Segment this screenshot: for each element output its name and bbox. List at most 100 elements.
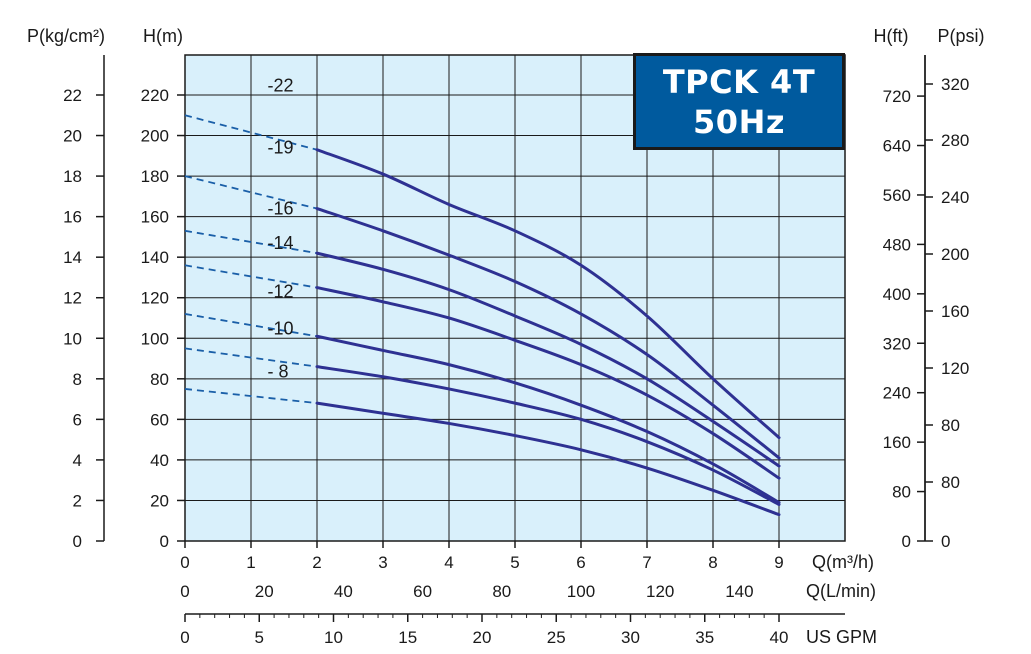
ytick-label-hft: 560 (883, 186, 911, 205)
curve-solid (315, 207, 781, 460)
ytick-label-psi: 160 (941, 302, 969, 321)
ytick-label-h: 160 (141, 208, 169, 227)
xtick-label-lmin: 100 (567, 582, 595, 601)
ytick-label-psi: 0 (941, 532, 950, 551)
curves: -22 -19 -16 -14 -12 -10 - 8 (184, 76, 781, 517)
xtick-label-q: 1 (246, 553, 255, 572)
model-name: TPCK 4T (662, 62, 816, 101)
curve-solid (315, 286, 781, 480)
xlabel-lmin: Q(L/min) (806, 581, 876, 601)
curve-label: -12 (268, 282, 294, 302)
ytick-label-hft: 640 (883, 137, 911, 156)
xtick-label-gpm: 10 (324, 628, 343, 647)
ytick-label-p: 20 (63, 127, 82, 146)
curve-dashed-extension (184, 264, 318, 289)
curve-dashed-extension (184, 114, 318, 151)
ytick-label-p: 4 (73, 451, 82, 470)
xtick-label-q: 2 (312, 553, 321, 572)
ytick-label-psi: 200 (941, 245, 969, 264)
ylabel-h: H(m) (143, 26, 183, 46)
xtick-label-q: 0 (180, 553, 189, 572)
xtick-label-gpm: 15 (398, 628, 417, 647)
ytick-label-h: 0 (160, 532, 169, 551)
ytick-label-h: 40 (150, 451, 169, 470)
ytick-label-hft: 720 (883, 87, 911, 106)
xtick-label-gpm: 40 (770, 628, 789, 647)
axes (96, 55, 933, 622)
curve-dashed-extension (184, 229, 318, 255)
curve-solid (315, 251, 781, 468)
frequency-label: 50Hz (693, 102, 785, 141)
curve-dashed-extension (184, 347, 318, 368)
ytick-label-p: 2 (73, 491, 82, 510)
xtick-label-lmin: 60 (413, 582, 432, 601)
ylabel-p: P(kg/cm²) (27, 26, 105, 46)
curve-label: -19 (268, 138, 294, 158)
ytick-label-p: 8 (73, 370, 82, 389)
ytick-label-h: 60 (150, 410, 169, 429)
xtick-label-gpm: 30 (621, 628, 640, 647)
ytick-label-psi: 120 (941, 359, 969, 378)
ytick-label-p: 6 (73, 410, 82, 429)
curve-label: - 8 (268, 361, 289, 381)
ytick-label-hft: 0 (902, 532, 911, 551)
ytick-label-hft: 400 (883, 285, 911, 304)
ytick-label-p: 12 (63, 289, 82, 308)
ytick-label-psi: 80 (941, 473, 960, 492)
ytick-label-h: 140 (141, 248, 169, 267)
curve-dashed-extension (184, 388, 318, 405)
ytick-label-h: 80 (150, 370, 169, 389)
xtick-label-gpm: 35 (695, 628, 714, 647)
xtick-label-lmin: 120 (646, 582, 674, 601)
curve-solid (315, 334, 781, 504)
curve-label: -22 (268, 76, 294, 96)
xtick-label-lmin: 80 (492, 582, 511, 601)
ylabel-psi: P(psi) (937, 26, 984, 46)
ytick-label-psi: 280 (941, 131, 969, 150)
ylabel-hft: H(ft) (874, 26, 909, 46)
ytick-label-psi: 80 (941, 416, 960, 435)
xtick-label-gpm: 25 (547, 628, 566, 647)
ytick-label-p: 22 (63, 86, 82, 105)
curve-solid (315, 148, 781, 440)
xtick-label-lmin: 140 (725, 582, 753, 601)
xtick-label-q: 5 (510, 553, 519, 572)
ytick-label-hft: 320 (883, 334, 911, 353)
ytick-label-h: 100 (141, 329, 169, 348)
tick-labels: 020406080100120140160180200220H(m)024681… (27, 26, 985, 647)
xlabel-q: Q(m³/h) (812, 552, 874, 572)
ytick-label-psi: 320 (941, 75, 969, 94)
ytick-label-h: 200 (141, 127, 169, 146)
xtick-label-gpm: 20 (473, 628, 492, 647)
xlabel-gpm: US GPM (806, 627, 877, 647)
curve-solid (315, 401, 781, 517)
ytick-label-p: 10 (63, 329, 82, 348)
ytick-label-hft: 480 (883, 235, 911, 254)
curve-label: -10 (268, 318, 294, 338)
curve-label: -16 (268, 198, 294, 218)
ytick-label-h: 120 (141, 289, 169, 308)
ytick-label-h: 180 (141, 167, 169, 186)
ytick-label-p: 0 (73, 532, 82, 551)
ytick-label-p: 18 (63, 167, 82, 186)
xtick-label-gpm: 0 (180, 628, 189, 647)
ytick-label-hft: 80 (892, 483, 911, 502)
model-title-badge: TPCK 4T 50Hz (633, 53, 845, 150)
curve-dashed-extension (184, 175, 318, 210)
xtick-label-q: 9 (774, 553, 783, 572)
curve-dashed-extension (184, 313, 318, 338)
ytick-label-hft: 240 (883, 384, 911, 403)
ytick-label-h: 220 (141, 86, 169, 105)
ytick-label-h: 20 (150, 491, 169, 510)
xtick-label-q: 4 (444, 553, 453, 572)
xtick-label-lmin: 0 (180, 582, 189, 601)
xtick-label-lmin: 20 (255, 582, 274, 601)
ytick-label-psi: 240 (941, 188, 969, 207)
xtick-label-q: 8 (708, 553, 717, 572)
ytick-label-p: 14 (63, 248, 82, 267)
xtick-label-gpm: 5 (255, 628, 264, 647)
xtick-label-q: 3 (378, 553, 387, 572)
curve-solid (315, 365, 781, 507)
xtick-label-q: 7 (642, 553, 651, 572)
